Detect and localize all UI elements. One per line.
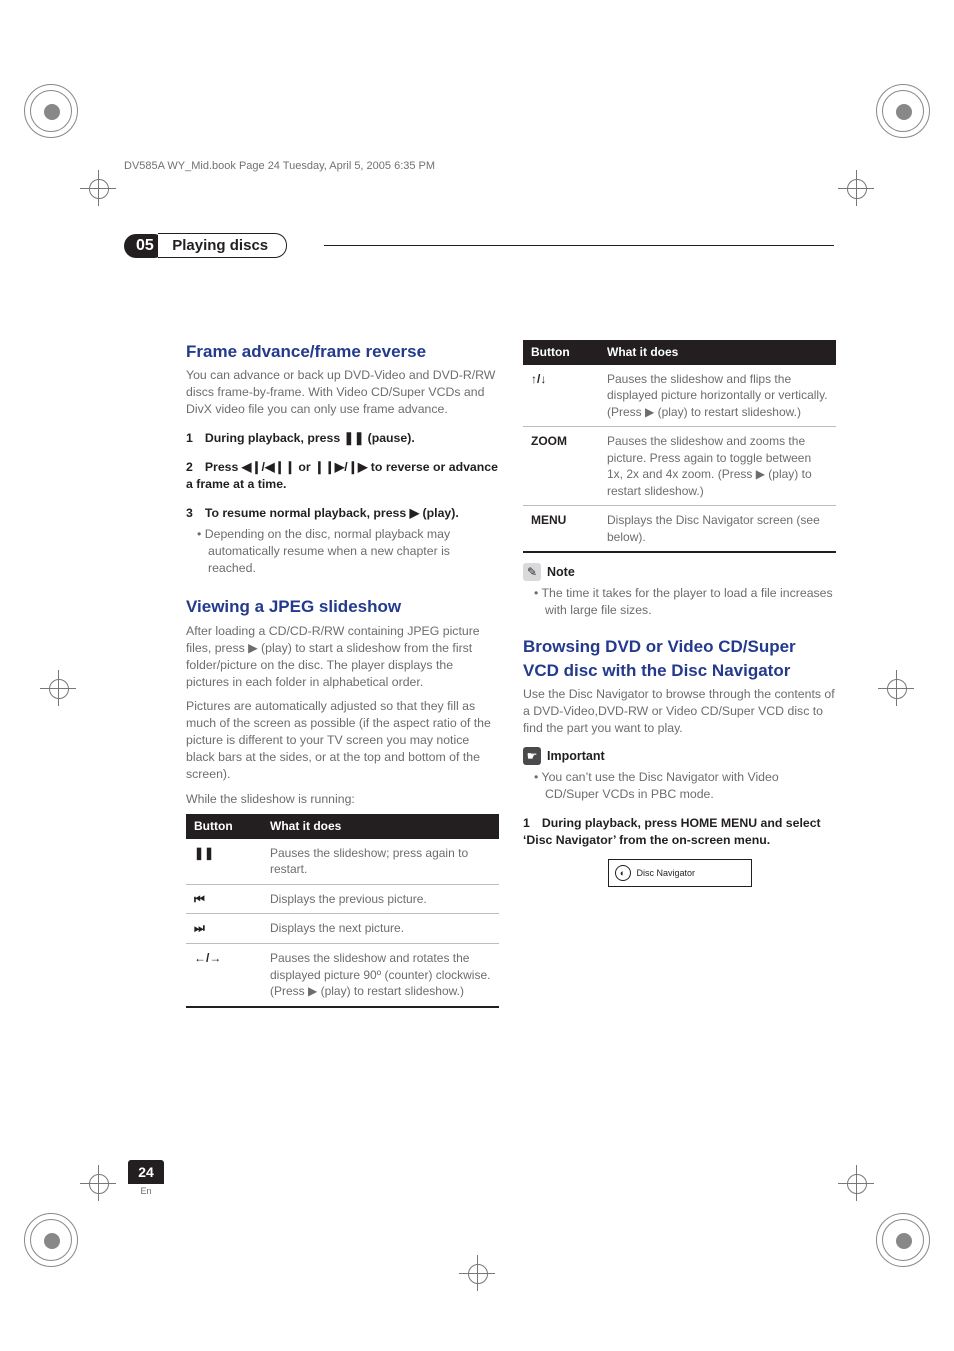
col-desc: What it does — [262, 814, 499, 839]
table-row: MENU Displays the Disc Navigator screen … — [523, 506, 836, 553]
table-row: ←/→ Pauses the slideshow and rotates the… — [186, 944, 499, 1007]
table-row: ↑/↓ Pauses the slideshow and flips the d… — [523, 365, 836, 427]
crosshair-icon — [459, 1255, 495, 1291]
slideshow-controls-table: Button What it does ❚❚ Pauses the slides… — [186, 814, 499, 1007]
paragraph: Use the Disc Navigator to browse through… — [523, 686, 836, 737]
note-text: The time it takes for the player to load… — [545, 585, 836, 619]
crosshair-icon — [80, 1165, 116, 1201]
table-row: ❚❚ Pauses the slideshow; press again to … — [186, 839, 499, 885]
cell: Displays the previous picture. — [262, 884, 499, 914]
table-row: ZOOM Pauses the slideshow and zooms the … — [523, 427, 836, 506]
up-down-icon: ↑/↓ — [523, 365, 599, 427]
left-right-icon: ←/→ — [186, 944, 262, 1007]
print-mark-icon — [876, 1213, 930, 1267]
nav-step-1: 1During playback, press HOME MENU and se… — [523, 815, 836, 849]
menu-item-label: Disc Navigator — [637, 867, 696, 879]
zoom-label: ZOOM — [523, 427, 599, 506]
cell: Displays the Disc Navigator screen (see … — [599, 506, 836, 553]
paragraph: You can advance or back up DVD-Video and… — [186, 367, 499, 418]
note-label: Note — [547, 564, 575, 581]
disc-navigator-menu-mock: ◐ Disc Navigator — [608, 859, 752, 887]
cell: Pauses the slideshow and flips the displ… — [599, 365, 836, 427]
col-button: Button — [523, 340, 599, 365]
hand-icon: ☛ — [523, 747, 541, 765]
pause-icon: ❚❚ — [186, 839, 262, 885]
table-header-row: Button What it does — [186, 814, 499, 839]
left-column: Frame advance/frame reverse You can adva… — [186, 340, 499, 1008]
col-button: Button — [186, 814, 262, 839]
cell: Pauses the slideshow; press again to res… — [262, 839, 499, 885]
paragraph: Pictures are automatically adjusted so t… — [186, 698, 499, 783]
important-heading: ☛ Important — [523, 747, 836, 765]
crosshair-icon — [838, 1165, 874, 1201]
disc-icon: ◐ — [615, 865, 631, 881]
running-header: DV585A WY_Mid.book Page 24 Tuesday, Apri… — [124, 160, 435, 172]
paragraph: While the slideshow is running: — [186, 791, 499, 808]
right-column: Button What it does ↑/↓ Pauses the slide… — [523, 340, 836, 1008]
crosshair-icon — [838, 170, 874, 206]
page-number: 24 En — [128, 1160, 164, 1196]
print-mark-icon — [24, 84, 78, 138]
note-heading: ✎ Note — [523, 563, 836, 581]
table-row: ⏮ Displays the previous picture. — [186, 884, 499, 914]
heading-disc-navigator: Browsing DVD or Video CD/Super VCD disc … — [523, 635, 836, 682]
heading-frame-advance: Frame advance/frame reverse — [186, 340, 499, 363]
paragraph: After loading a CD/CD-R/RW containing JP… — [186, 623, 499, 691]
page-language: En — [128, 1186, 164, 1196]
cell: Pauses the slideshow and rotates the dis… — [262, 944, 499, 1007]
step-3: 3To resume normal playback, press ▶ (pla… — [186, 505, 499, 522]
step-3-note: Depending on the disc, normal playback m… — [208, 526, 499, 577]
crosshair-icon — [40, 670, 76, 706]
col-desc: What it does — [599, 340, 836, 365]
chapter-bar: 05 Playing discs — [124, 233, 834, 257]
next-track-icon: ⏭ — [186, 914, 262, 944]
table-header-row: Button What it does — [523, 340, 836, 365]
table-row: ⏭ Displays the next picture. — [186, 914, 499, 944]
chapter-title: Playing discs — [158, 233, 287, 258]
important-label: Important — [547, 748, 605, 765]
prev-track-icon: ⏮ — [186, 884, 262, 914]
print-mark-icon — [24, 1213, 78, 1267]
cell: Displays the next picture. — [262, 914, 499, 944]
slideshow-controls-table-2: Button What it does ↑/↓ Pauses the slide… — [523, 340, 836, 553]
cell: Pauses the slideshow and zooms the pictu… — [599, 427, 836, 506]
heading-jpeg-slideshow: Viewing a JPEG slideshow — [186, 595, 499, 618]
menu-label: MENU — [523, 506, 599, 553]
print-mark-icon — [876, 84, 930, 138]
important-text: You can’t use the Disc Navigator with Vi… — [545, 769, 836, 803]
crosshair-icon — [878, 670, 914, 706]
page-number-value: 24 — [128, 1160, 164, 1184]
step-2: 2Press ◀❙/◀❙❙ or ❙❙▶/❙▶ to reverse or ad… — [186, 459, 499, 493]
page: DV585A WY_Mid.book Page 24 Tuesday, Apri… — [0, 0, 954, 1351]
crosshair-icon — [80, 170, 116, 206]
pencil-icon: ✎ — [523, 563, 541, 581]
step-1: 1During playback, press ❚❚ (pause). — [186, 430, 499, 447]
